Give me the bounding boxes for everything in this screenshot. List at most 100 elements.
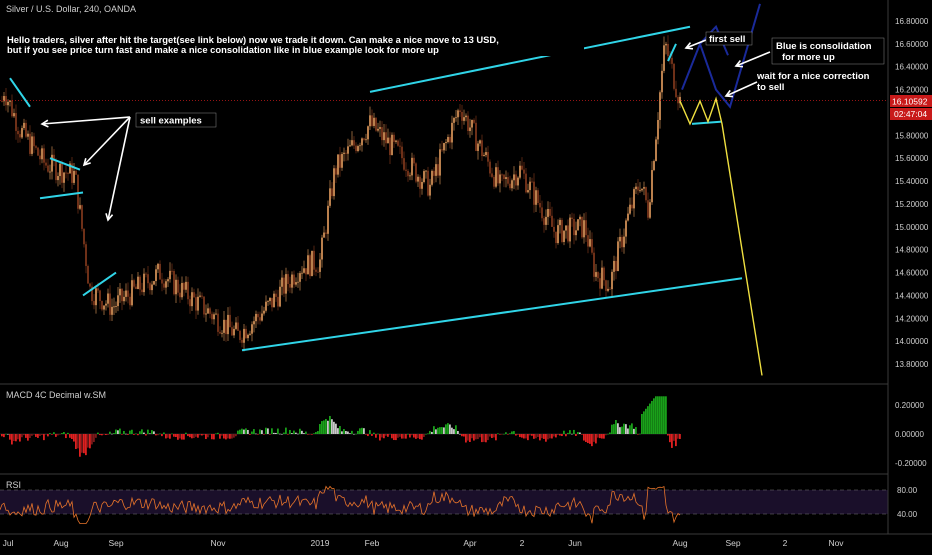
projection-path-consolidation[interactable]	[681, 3, 761, 109]
macd-bar	[363, 428, 365, 434]
annotation-arrow-head	[82, 158, 91, 167]
candle-body	[421, 182, 423, 189]
macd-bar	[119, 428, 121, 434]
candle-body	[375, 117, 377, 131]
candle-body	[565, 225, 567, 231]
price-pane[interactable]	[0, 3, 888, 376]
macd-pane[interactable]	[0, 396, 681, 457]
macd-bar	[121, 434, 123, 435]
candle-body	[107, 293, 109, 304]
rsi-axis[interactable]: 80.00 40.00	[897, 486, 918, 519]
candle-body	[65, 172, 67, 174]
candle-body	[197, 296, 199, 311]
macd-bar	[511, 431, 513, 434]
macd-bar	[217, 432, 219, 434]
candle-body	[403, 158, 405, 170]
macd-bar	[207, 434, 209, 438]
candle-body	[547, 208, 549, 217]
macd-bar	[365, 434, 367, 435]
macd-bar	[659, 396, 661, 434]
candle-body	[525, 173, 527, 193]
candle-body	[187, 281, 189, 300]
macd-bar	[567, 432, 569, 434]
macd-bar	[573, 429, 575, 434]
candle-body	[535, 190, 537, 205]
candle-body	[237, 322, 239, 331]
trendline[interactable]	[241, 277, 743, 352]
countdown-tag	[890, 108, 932, 120]
trendline[interactable]	[82, 271, 117, 297]
candle-body	[357, 146, 359, 152]
candle-body	[319, 259, 321, 272]
candle-body	[111, 306, 113, 315]
macd-bar	[287, 434, 289, 435]
macd-bar	[205, 434, 207, 440]
macd-axis[interactable]: 0.20000 0.00000 -0.20000	[895, 401, 927, 468]
macd-bar	[133, 434, 135, 435]
macd-bar	[629, 425, 631, 434]
candle-body	[153, 281, 155, 285]
macd-bar	[505, 432, 507, 434]
trendline[interactable]	[49, 157, 81, 171]
rsi-pane[interactable]	[0, 485, 888, 524]
candle-body	[101, 301, 103, 310]
projection-path-sell[interactable]	[679, 96, 763, 376]
candle-body	[363, 138, 365, 140]
macd-bar	[473, 434, 475, 441]
candle-body	[513, 174, 515, 181]
candle-body	[579, 216, 581, 220]
candle-body	[605, 280, 607, 291]
macd-bar	[435, 429, 437, 434]
candle-body	[21, 128, 23, 138]
macd-bar	[617, 423, 619, 434]
macd-bar	[21, 434, 23, 438]
time-tick-label: Aug	[672, 538, 687, 548]
candle-body	[551, 215, 553, 227]
trendline[interactable]	[369, 25, 691, 93]
macd-bar	[419, 434, 421, 440]
current-price-value: 16.10592	[892, 97, 928, 107]
macd-bar	[675, 434, 677, 447]
candle-body	[295, 282, 297, 285]
annotation-arrow-head	[684, 42, 694, 50]
time-tick-label: Apr	[463, 538, 476, 548]
macd-bar	[343, 428, 345, 434]
wait-correction-line2: to sell	[757, 82, 784, 93]
macd-bar	[475, 434, 477, 440]
candle-body	[409, 175, 411, 177]
macd-bar	[583, 434, 585, 441]
macd-bar	[561, 434, 563, 437]
macd-bar	[15, 434, 17, 442]
trendline[interactable]	[9, 77, 31, 108]
rsi-line[interactable]	[0, 485, 681, 524]
macd-bar	[397, 434, 399, 438]
trendline[interactable]	[667, 43, 677, 62]
trendline[interactable]	[39, 191, 84, 200]
time-axis[interactable]: Jul Aug Sep Nov 2019 Feb Apr 2 Jun Aug Sep 2 Nov	[3, 538, 845, 548]
candle-body	[115, 306, 117, 307]
candle-body	[55, 161, 57, 181]
macd-bar	[277, 428, 279, 434]
candle-body	[235, 322, 237, 329]
candle-body	[69, 163, 71, 174]
macd-bar	[247, 429, 249, 434]
trendline[interactable]	[691, 120, 723, 125]
macd-bar	[321, 421, 323, 434]
projection-path-branch[interactable]	[699, 24, 729, 56]
candle-body	[203, 296, 205, 315]
candle-body	[275, 293, 277, 297]
candle-body	[389, 137, 391, 156]
macd-bar	[469, 434, 471, 442]
candle-body	[19, 134, 21, 138]
sell-examples-box	[135, 112, 217, 128]
price-axis[interactable]: 16.8000016.6000016.4000016.2000016.00000…	[895, 17, 929, 369]
candle-body	[577, 219, 579, 231]
candle-body	[553, 226, 555, 232]
candle-body	[387, 137, 389, 144]
macd-bar	[349, 433, 351, 434]
macd-bar	[135, 433, 137, 435]
macd-bar	[293, 430, 295, 434]
macd-bar	[143, 432, 145, 434]
